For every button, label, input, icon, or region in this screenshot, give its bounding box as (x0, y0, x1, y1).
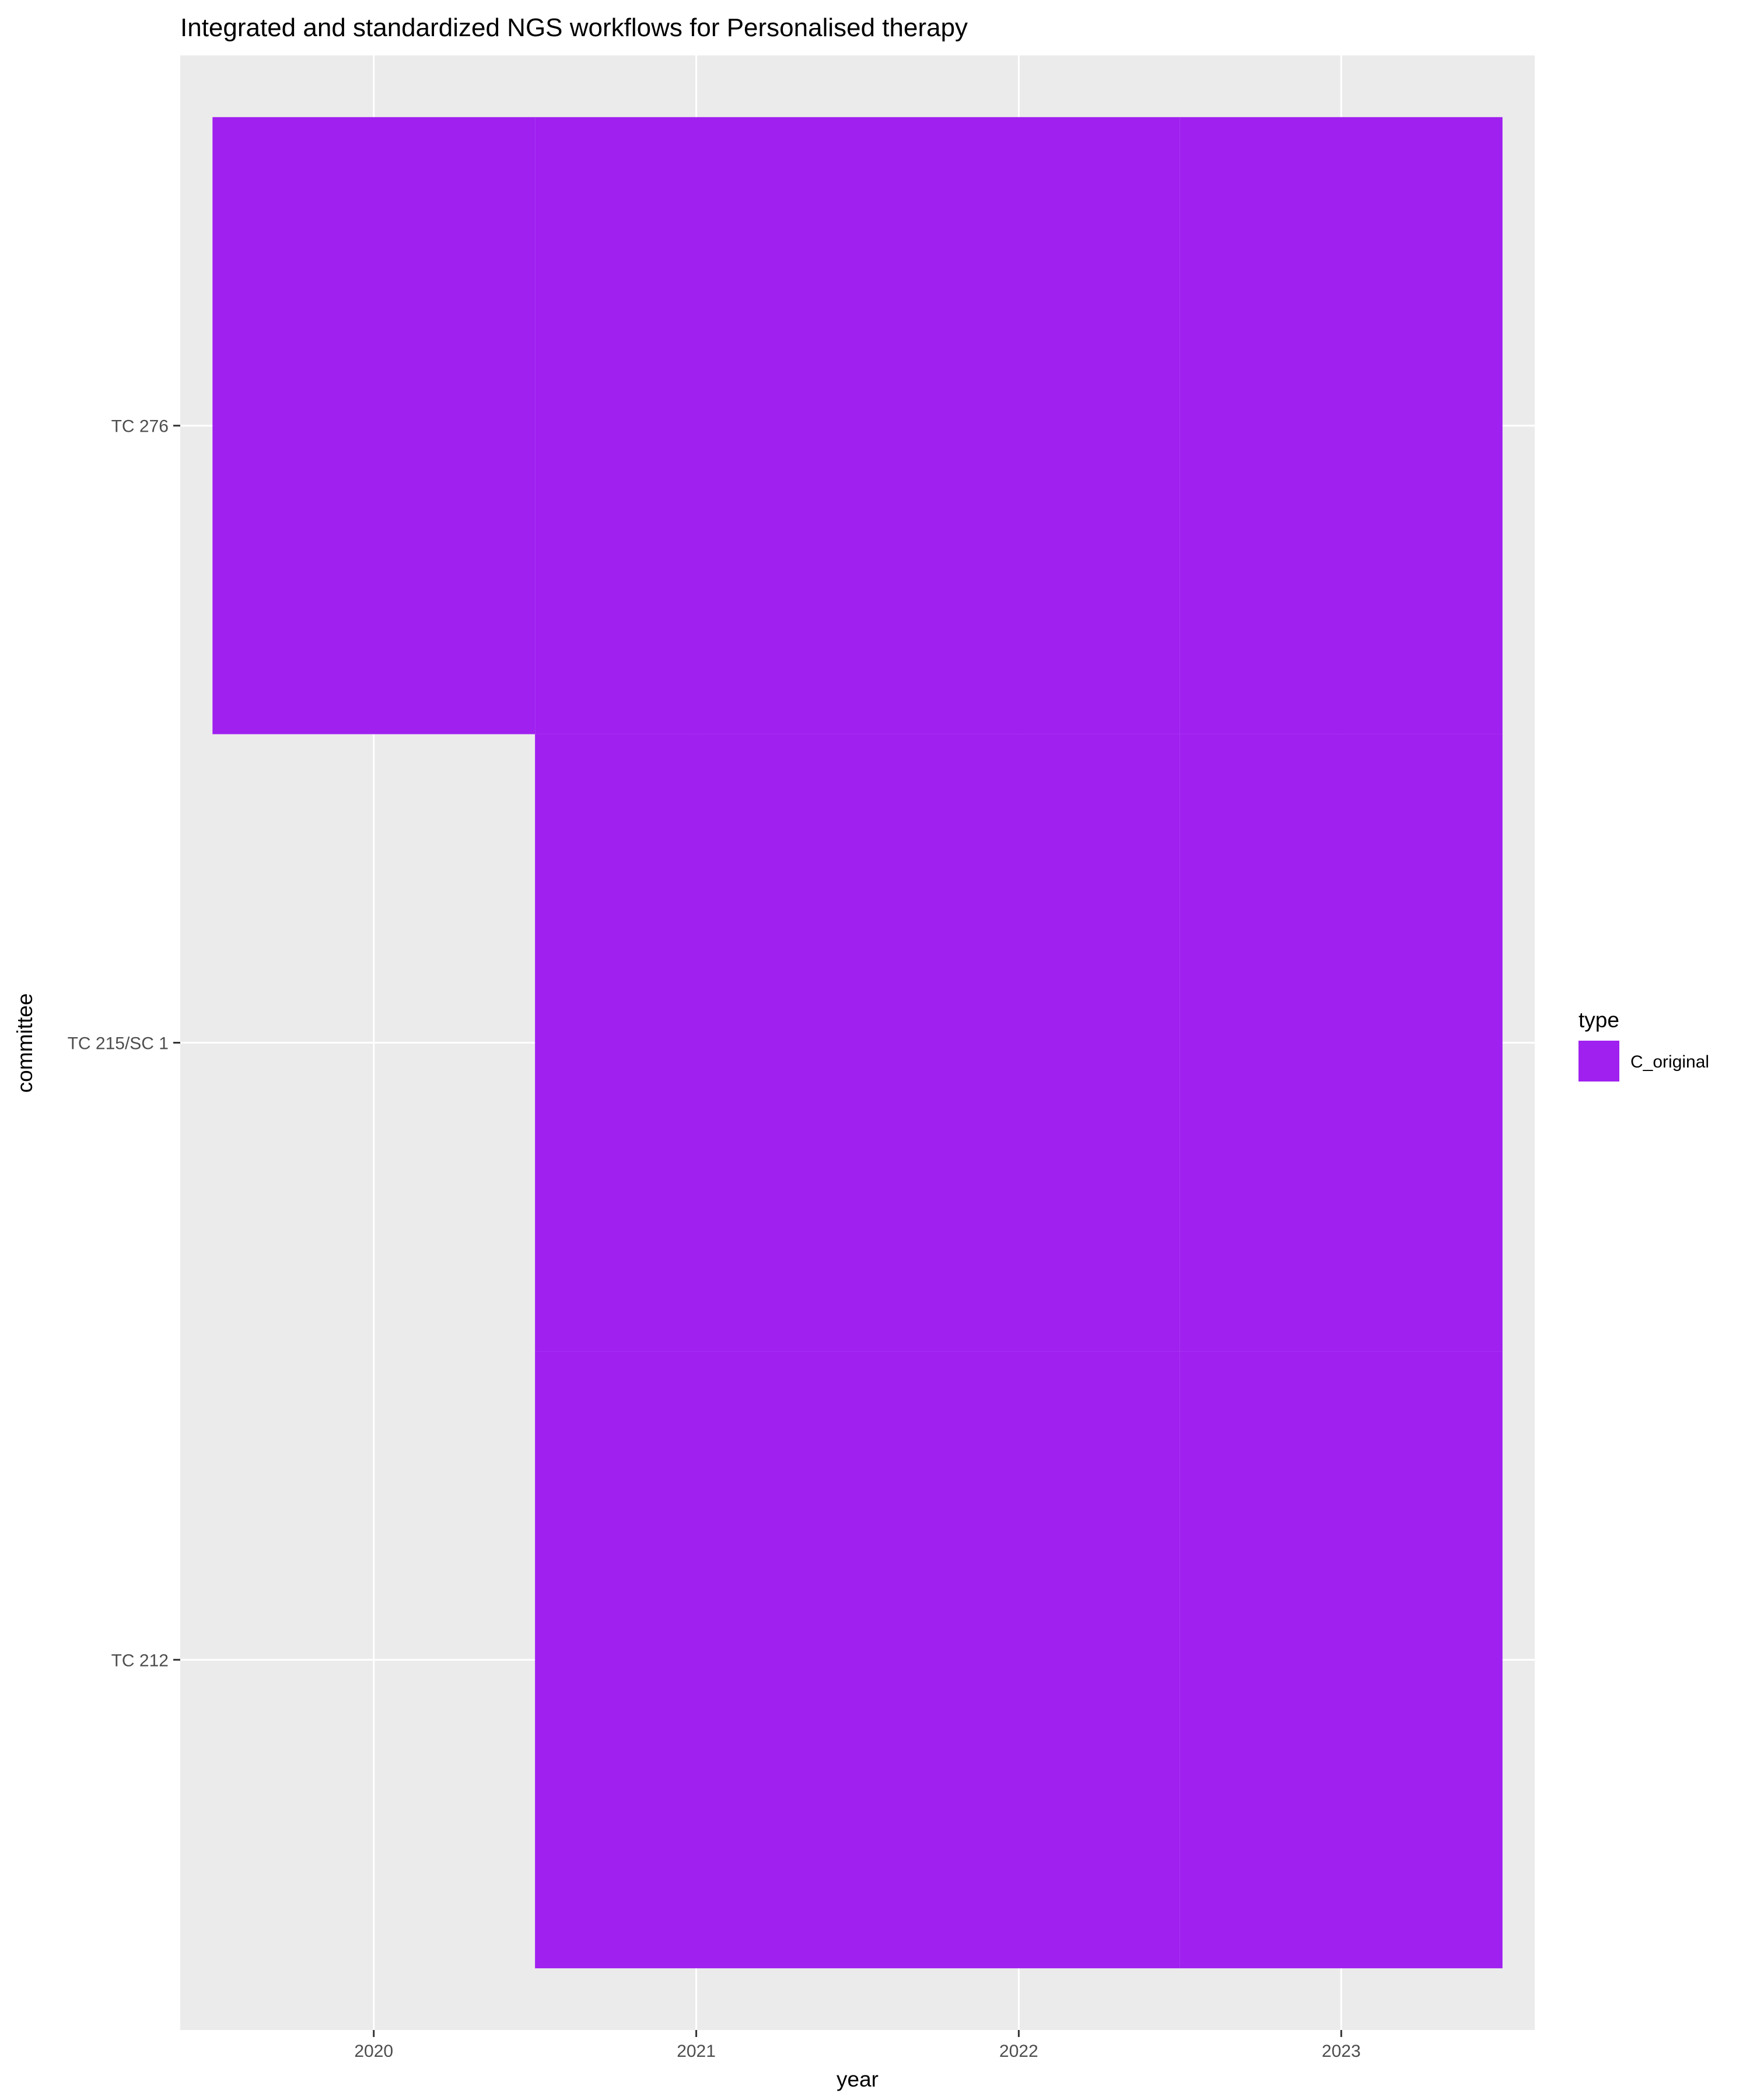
heatmap-tile (858, 117, 1180, 734)
y-axis-title: committee (13, 993, 37, 1093)
heatmap-tile (858, 734, 1180, 1352)
heatmap-tile (858, 1351, 1180, 1969)
heatmap-tile (1180, 117, 1503, 734)
y-axis: TC 212 TC 215/SC 1 TC 276 (68, 417, 180, 1670)
legend-label: C_original (1630, 1052, 1709, 1072)
y-tick-label: TC 276 (111, 417, 169, 436)
x-tick-label: 2021 (677, 2042, 716, 2061)
x-tick-label: 2020 (354, 2042, 393, 2061)
y-tick-label: TC 215/SC 1 (68, 1034, 169, 1054)
heatmap-tile (1180, 734, 1503, 1352)
heatmap-tile (535, 734, 858, 1352)
legend-title: type (1578, 1008, 1619, 1032)
legend-key (1578, 1041, 1619, 1082)
heatmap-tile (1180, 1351, 1503, 1969)
heatmap-tile (212, 117, 536, 734)
x-tick-label: 2023 (1322, 2042, 1361, 2061)
legend: type C_original (1578, 1008, 1709, 1082)
heatmap-tile (535, 117, 858, 734)
x-axis: 2020 2021 2022 2023 (354, 2030, 1361, 2061)
heatmap-tile (535, 1351, 858, 1969)
y-tick-label: TC 212 (111, 1651, 169, 1670)
tiles (212, 117, 1503, 1969)
chart-title: Integrated and standardized NGS workflow… (180, 13, 968, 42)
x-axis-title: year (836, 2067, 878, 2091)
x-tick-label: 2022 (999, 2042, 1038, 2061)
